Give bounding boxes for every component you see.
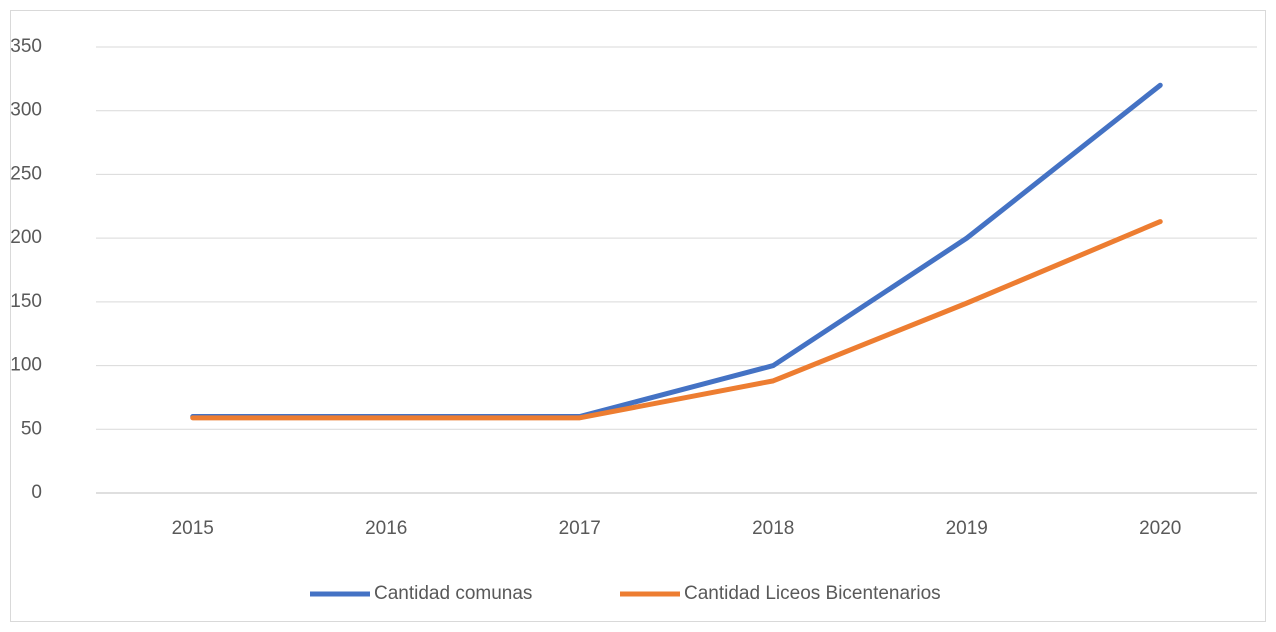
y-tick-label: 100 [10, 355, 42, 376]
y-tick-label: 150 [10, 291, 42, 312]
x-tick-label: 2017 [559, 518, 601, 539]
x-tick-label: 2016 [365, 518, 407, 539]
y-tick-label: 200 [10, 227, 42, 248]
y-tick-label: 350 [10, 36, 42, 57]
legend-label: Cantidad comunas [374, 583, 532, 604]
x-tick-label: 2018 [752, 518, 794, 539]
legend-label: Cantidad Liceos Bicentenarios [684, 583, 941, 604]
y-tick-label: 50 [21, 418, 42, 439]
y-tick-label: 0 [31, 482, 42, 503]
chart-border [10, 10, 1266, 622]
x-tick-label: 2020 [1139, 518, 1181, 539]
y-tick-label: 250 [10, 163, 42, 184]
series-line [190, 219, 1163, 421]
x-tick-label: 2015 [172, 518, 214, 539]
y-tick-label: 300 [10, 100, 42, 121]
x-tick-label: 2019 [946, 518, 988, 539]
